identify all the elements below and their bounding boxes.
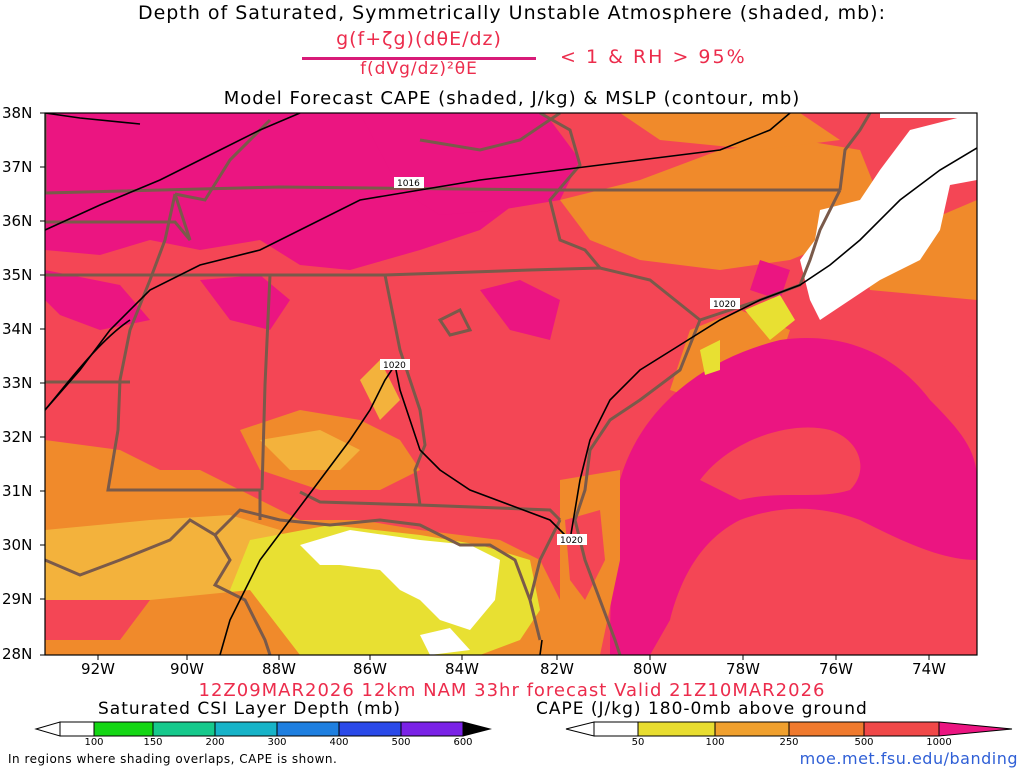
lat-label-30n: 30N — [2, 536, 33, 554]
lat-label-38n: 38N — [2, 104, 33, 122]
lat-label-28n: 28N — [2, 645, 33, 663]
fraction-denominator: f(dVg/dz)²θE — [360, 59, 478, 79]
lon-label-76w: 76W — [819, 660, 853, 678]
map-frame — [44, 112, 978, 656]
csi-tick-150: 150 — [143, 737, 163, 748]
fraction-condition: < 1 & RH > 95% — [560, 46, 747, 68]
contour-labels: 1016 1020 1020 1020 — [380, 177, 740, 546]
csi-colorbar — [34, 721, 492, 737]
csi-colorbar-title: Saturated CSI Layer Depth (mb) — [98, 699, 402, 719]
fraction-bar — [302, 57, 536, 60]
overlap-note: In regions where shading overlaps, CAPE … — [8, 752, 338, 766]
lat-label-34n: 34N — [2, 320, 33, 338]
cape-tick-500: 500 — [854, 737, 874, 748]
lon-label-74w: 74W — [912, 660, 946, 678]
axis-ticks — [40, 112, 930, 660]
source-link[interactable]: moe.met.fsu.edu/banding — [799, 749, 1018, 768]
contour-label-1020-east: 1020 — [713, 300, 736, 310]
lat-label-37n: 37N — [2, 158, 33, 176]
fraction-numerator: g(f+ζg)(dθE/dz) — [336, 28, 502, 50]
csi-tick-300: 300 — [267, 737, 287, 748]
csi-tick-500: 500 — [391, 737, 411, 748]
lat-label-33n: 33N — [2, 374, 33, 392]
title-line-3: Model Forecast CAPE (shaded, J/kg) & MSL… — [223, 88, 801, 109]
cape-tick-1000: 1000 — [926, 737, 952, 748]
csi-tick-400: 400 — [329, 737, 349, 748]
lon-label-82w: 82W — [540, 660, 574, 678]
lon-label-86w: 86W — [353, 660, 387, 678]
mslp-contours — [45, 113, 977, 655]
lat-label-35n: 35N — [2, 266, 33, 284]
cape-colorbar — [565, 721, 1013, 737]
cape-shading — [45, 113, 977, 655]
title-line-1: Depth of Saturated, Symmetrically Unstab… — [137, 2, 886, 24]
csi-tick-200: 200 — [205, 737, 225, 748]
contour-label-1020-south: 1020 — [560, 536, 583, 546]
lon-label-80w: 80W — [633, 660, 667, 678]
csi-tick-600: 600 — [453, 737, 473, 748]
cape-tick-250: 250 — [779, 737, 799, 748]
cape-tick-50: 50 — [631, 737, 645, 748]
lat-label-36n: 36N — [2, 212, 33, 230]
lon-label-78w: 78W — [726, 660, 760, 678]
csi-tick-100: 100 — [84, 737, 104, 748]
cape-tick-100: 100 — [705, 737, 725, 748]
lon-label-92w: 92W — [81, 660, 115, 678]
lon-label-88w: 88W — [262, 660, 296, 678]
contour-label-1020-central: 1020 — [383, 361, 406, 371]
lon-label-84w: 84W — [445, 660, 479, 678]
cape-colorbar-title: CAPE (J/kg) 180-0mb above ground — [536, 699, 868, 719]
valid-time-line: 12Z09MAR2026 12km NAM 33hr forecast Vali… — [198, 680, 826, 701]
lat-label-29n: 29N — [2, 590, 33, 608]
lat-label-31n: 31N — [2, 482, 33, 500]
lat-label-32n: 32N — [2, 428, 33, 446]
contour-label-1016: 1016 — [397, 179, 420, 189]
lon-label-90w: 90W — [170, 660, 204, 678]
